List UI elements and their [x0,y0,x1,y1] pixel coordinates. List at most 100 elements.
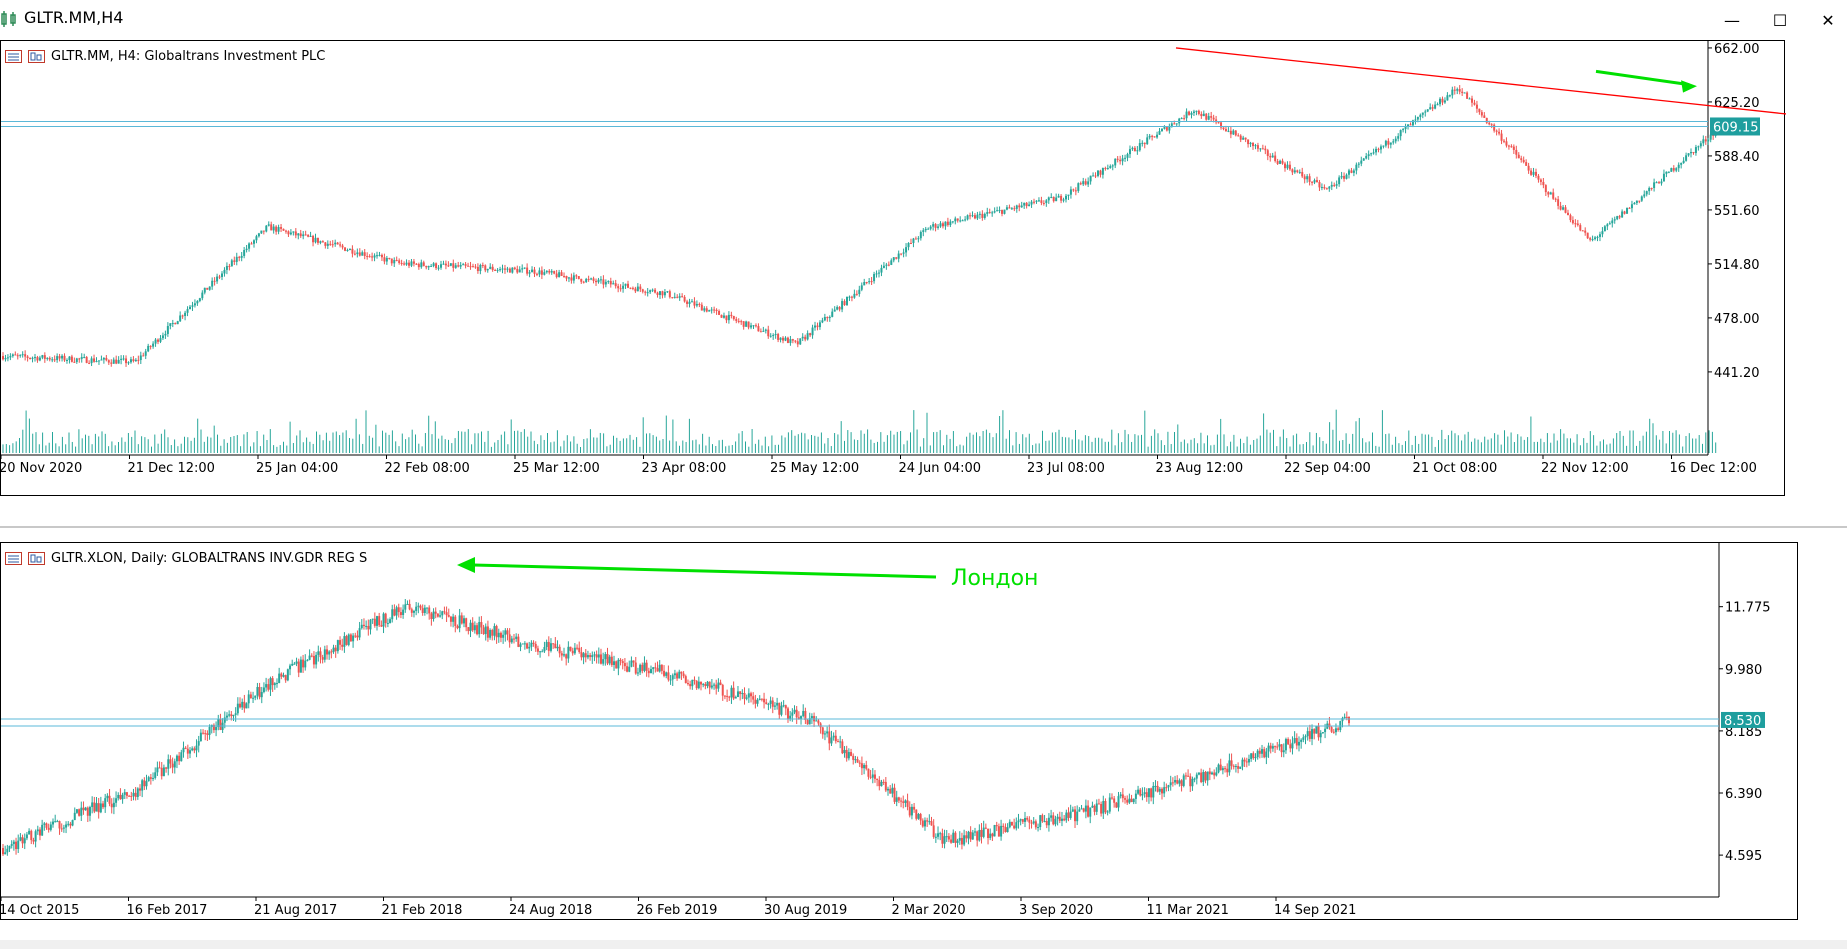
candle-body [676,673,679,679]
candle-body [528,272,531,274]
candle-body [1039,815,1042,828]
candle-body [1074,190,1077,192]
candle-body [998,210,1001,212]
top-chart-pane[interactable]: 662.00 625.20 588.40 551.60 514.80 478.00 441.… [0,40,1786,497]
candle-body [715,684,718,689]
chart-list-icon[interactable] [5,552,22,565]
candle-body [339,640,342,645]
candle-body [1133,147,1136,152]
candle-body [203,287,206,293]
candle-body [1006,827,1009,833]
candle-body [180,752,183,762]
candle-body [511,267,514,273]
candle-body [839,741,842,743]
candle-body [722,315,725,318]
candle-body [621,661,624,664]
candle-body [1134,793,1137,799]
candle-body [858,289,861,295]
candle-body [371,618,374,620]
candle-body [1591,239,1594,241]
candle-body [577,276,580,279]
candle-body [215,727,218,731]
candle-body [717,682,720,689]
candle-body [599,279,602,281]
candle-body [1148,135,1151,138]
candle-body [873,274,876,282]
candle-body [526,643,529,649]
candle-body [1153,136,1156,138]
candle-body [1485,117,1488,123]
top-chart-canvas[interactable]: 662.00625.20588.40551.60514.80478.00441.… [1,41,1786,497]
candle-body [41,355,44,358]
candle-body [444,263,447,266]
candle-body [1017,820,1020,823]
candle-body [267,684,270,690]
candle-body [1197,772,1200,775]
candle-body [1520,158,1523,160]
candle-body [1151,135,1154,137]
candle-body [565,654,568,659]
candle-body [1407,124,1410,127]
candle-body [1409,124,1412,126]
candle-body [211,280,214,287]
top-chart-title: GLTR.MM, H4: Globaltrans Investment PLC [5,49,325,64]
candle-body [532,642,535,644]
candle-body [689,684,692,687]
candle-body [368,256,371,258]
candle-body [815,720,818,722]
candle-body [858,762,861,764]
candle-body [1180,780,1183,786]
candle-body [400,263,403,265]
candle-body [1640,196,1643,201]
candle-body [93,358,96,362]
close-button[interactable]: ✕ [1821,10,1835,30]
candle-body [459,264,462,267]
chart-list-icon[interactable] [5,50,22,63]
price-tag-label: 8.530 [1724,714,1761,729]
candle-body [1324,728,1327,733]
candle-body [243,701,246,709]
candle-body [680,671,683,674]
bottom-chart-title: GLTR.XLON, Daily: GLOBALTRANS INV.GDR RE… [5,551,367,566]
maximize-button[interactable]: ☐ [1772,10,1788,30]
candle-body [1141,142,1144,144]
candle-body [1300,739,1303,742]
minimize-button[interactable]: — [1724,10,1740,30]
candle-body [799,338,802,345]
candle-body [602,279,605,285]
candle-body [921,820,924,827]
candle-body [834,735,837,742]
candle-body [473,625,476,631]
candle-body [1328,723,1331,728]
candle-body [138,788,141,791]
candle-body [161,335,164,339]
candle-body [339,244,342,246]
candle-body [673,673,676,676]
candle-body [230,714,233,717]
candle-body [1008,821,1011,828]
chart-window-icon[interactable] [28,50,45,63]
bottom-chart-pane[interactable]: 11.775 9.980 8.185 6.390 4.595 14 Oct 2015 16 … [0,542,1798,920]
candle-body [257,233,260,237]
candle-body [973,215,976,219]
candle-body [378,616,381,626]
candle-body [476,266,479,272]
candle-body [993,825,996,837]
candle-body [494,270,497,272]
candle-body [882,781,885,783]
candle-body [1121,158,1124,162]
candle-body [365,625,368,627]
pane-separator[interactable] [0,526,1847,528]
candle-body [1114,158,1117,166]
candle-body [1080,808,1083,810]
chart-window-icon[interactable] [28,552,45,565]
candle-body [162,767,165,777]
candle-body [623,663,626,667]
candle-body [816,325,819,328]
candle-body [1025,202,1028,207]
candle-body [467,627,470,632]
candle-body [978,213,981,215]
bottom-chart-canvas[interactable]: 11.775 9.980 8.185 6.390 4.595 14 Oct 2015 16 … [1,543,1799,921]
candle-body [700,304,703,311]
candle-body [1308,731,1311,739]
